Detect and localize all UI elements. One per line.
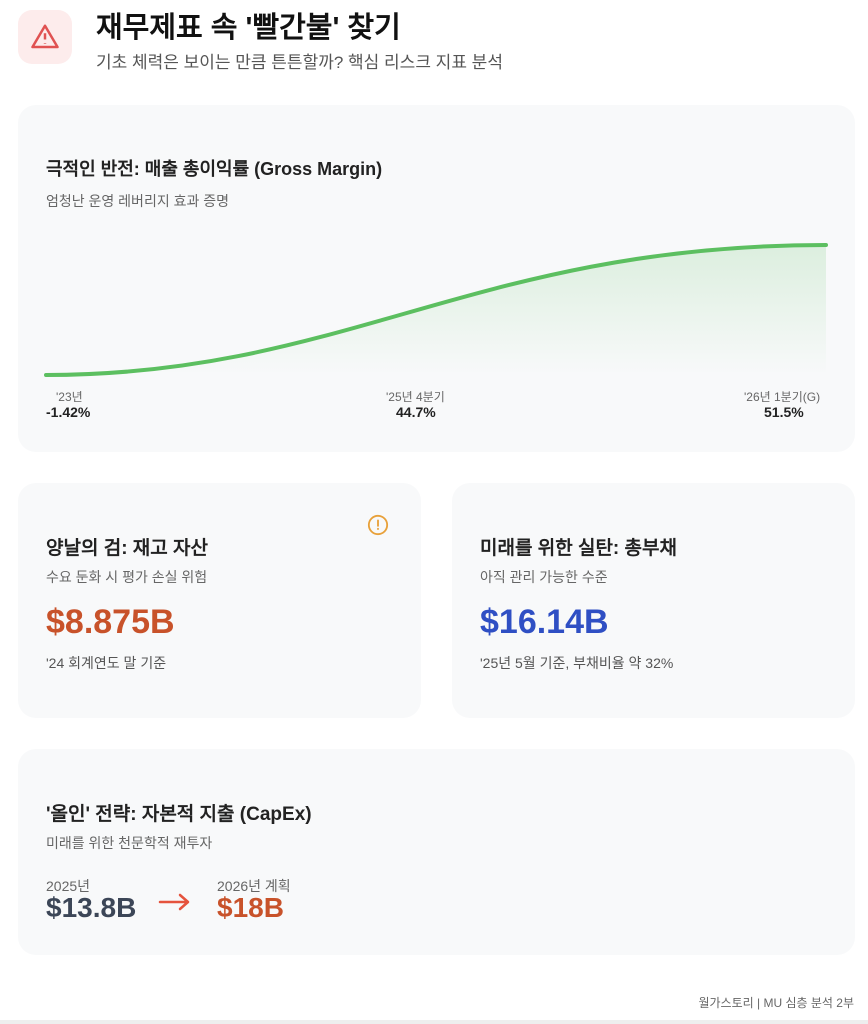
card-subtitle: 엄청난 운영 레버리지 효과 증명	[46, 193, 229, 209]
debt-card: 미래를 위한 실탄: 총부채 아직 관리 가능한 수준 $16.14B '25년…	[452, 483, 855, 718]
tick-label: '25년 4분기	[386, 390, 445, 404]
tick-label: '23년	[56, 390, 83, 404]
inventory-card: 양날의 검: 재고 자산 수요 둔화 시 평가 손실 위험 $8.875B '2…	[18, 483, 421, 718]
inventory-value: $8.875B	[46, 603, 175, 641]
capex-to-label: 2026년 계획	[217, 878, 291, 894]
card-subtitle: 수요 둔화 시 평가 손실 위험	[46, 569, 208, 585]
page-title: 재무제표 속 '빨간불' 찾기	[96, 12, 401, 44]
arrow-right-icon	[158, 893, 190, 911]
chart-area	[46, 245, 826, 375]
tick-label: '26년 1분기(G)	[744, 390, 821, 404]
data-label: -1.42%	[46, 404, 91, 420]
capex-card: '올인' 전략: 자본적 지출 (CapEx) 미래를 위한 천문학적 재투자 …	[18, 749, 855, 955]
card-title: 양날의 검: 재고 자산	[46, 538, 209, 559]
card-note: '25년 5월 기준, 부채비율 약 32%	[480, 655, 674, 671]
debt-value: $16.14B	[480, 603, 609, 641]
footer-credit: 월가스토리 | MU 심층 분석 2부	[698, 996, 854, 1010]
card-subtitle: 아직 관리 가능한 수준	[480, 569, 608, 585]
warning-triangle-icon	[18, 10, 72, 64]
chart-line	[44, 243, 828, 377]
card-title: 극적인 반전: 매출 총이익률 (Gross Margin)	[46, 159, 383, 179]
card-title: 미래를 위한 실탄: 총부채	[480, 538, 677, 559]
data-label: 44.7%	[396, 404, 436, 420]
gross-margin-card: 극적인 반전: 매출 총이익률 (Gross Margin) 엄청난 운영 레버…	[18, 105, 855, 452]
capex-from-label: 2025년	[46, 878, 91, 894]
capex-to-value: $18B	[217, 892, 284, 923]
capex-from-value: $13.8B	[46, 892, 137, 923]
card-title: '올인' 전략: 자본적 지출 (CapEx)	[46, 804, 312, 825]
data-label: 51.5%	[764, 404, 804, 420]
card-subtitle: 미래를 위한 천문학적 재투자	[46, 835, 213, 851]
card-note: '24 회계연도 말 기준	[46, 655, 167, 671]
page-subtitle: 기초 체력은 보이는 만큼 튼튼할까? 핵심 리스크 지표 분석	[96, 53, 503, 72]
alert-circle-icon	[367, 514, 389, 536]
bottom-divider	[0, 1020, 868, 1024]
gross-margin-chart	[44, 243, 828, 377]
